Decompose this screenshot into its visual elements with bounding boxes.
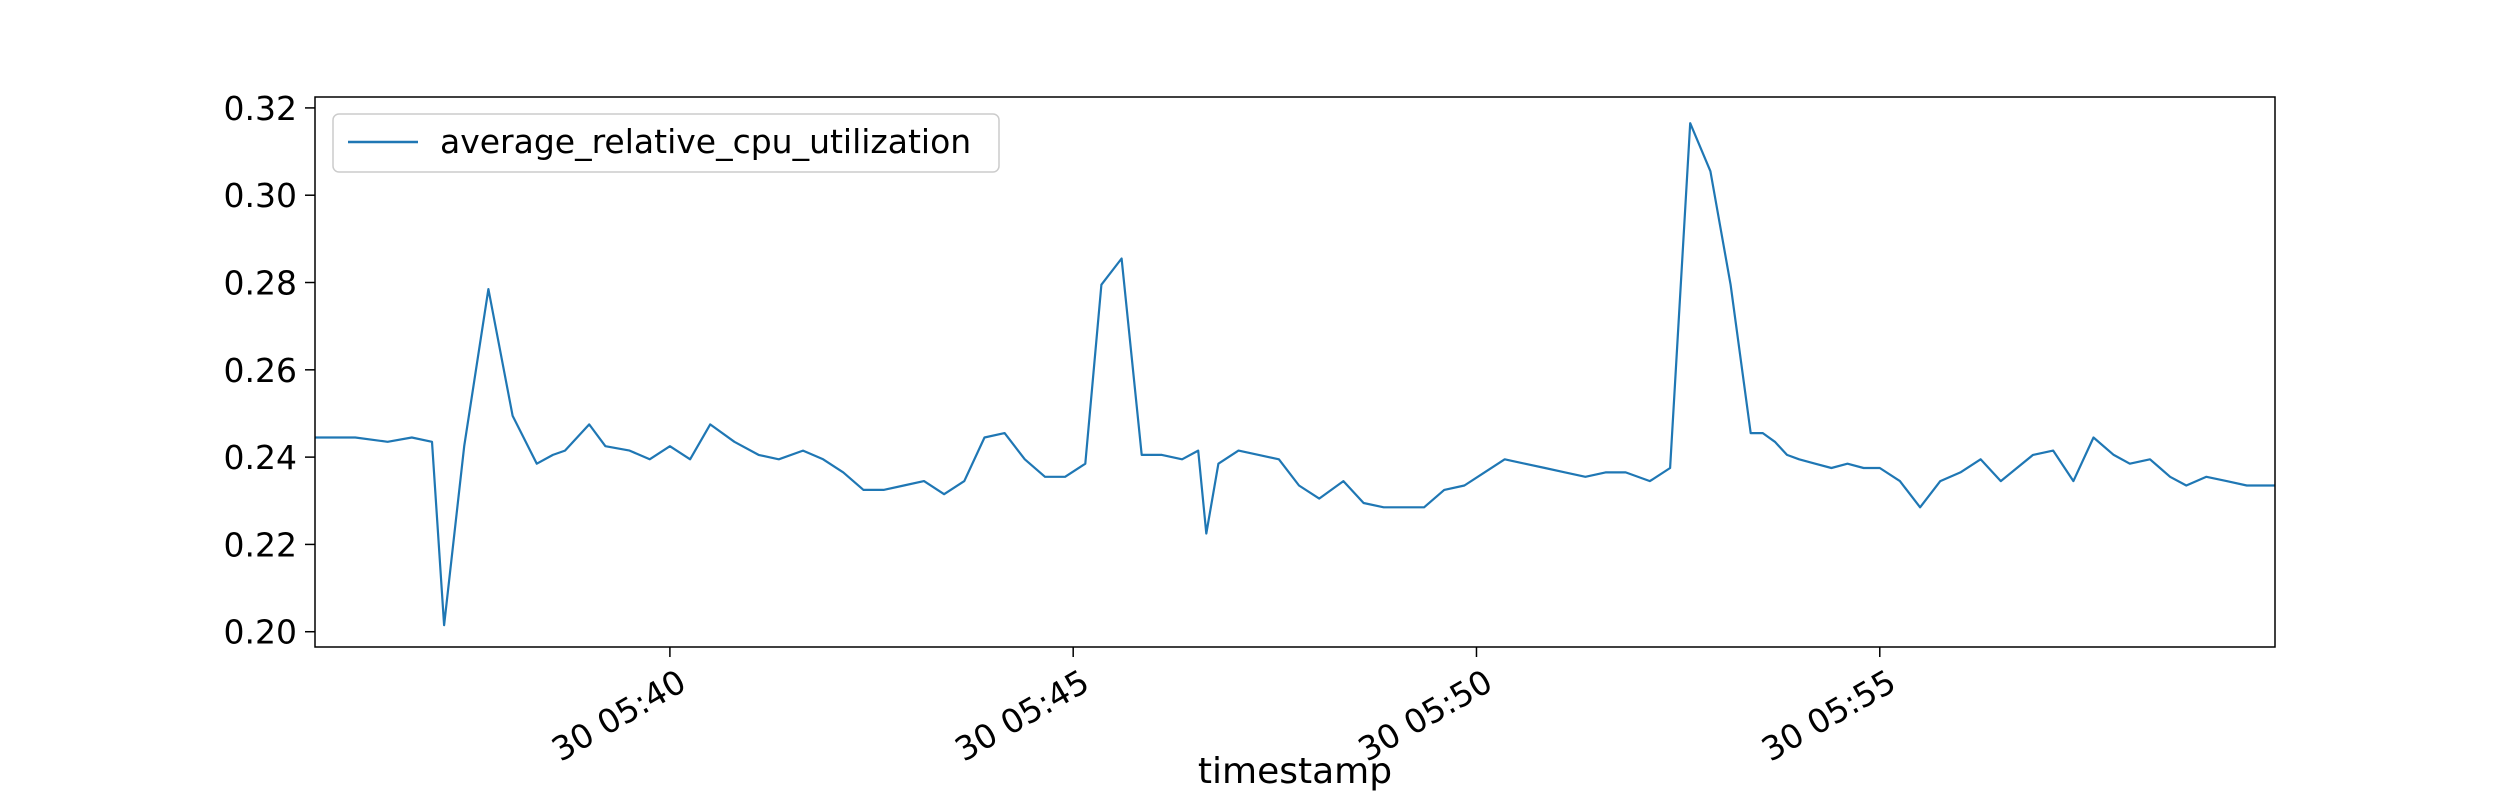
legend: average_relative_cpu_utilization [332,113,1000,173]
x-axis-label: timestamp [1198,751,1392,792]
legend-box [332,113,1000,173]
y-axis-ticks: 0.20 0.22 0.24 0.26 0.28 0.30 0.32 [224,89,315,652]
y-tick-label: 0.26 [224,351,297,390]
x-tick-label: 30 05:55 [1755,662,1902,770]
y-tick-label: 0.28 [224,264,297,303]
series-line-average_relative_cpu_utilization [315,122,2275,627]
y-tick-label: 0.24 [224,438,297,477]
x-tick-label: 30 05:40 [545,662,692,770]
y-tick-label: 0.22 [224,525,297,564]
plot-area-frame [314,96,2276,648]
legend-label: average_relative_cpu_utilization [440,122,971,161]
x-tick-label: 30 05:45 [948,662,1095,770]
y-tick-label: 0.30 [224,176,297,215]
y-tick-label: 0.20 [224,613,297,652]
y-tick-label: 0.32 [224,89,297,128]
series-layer [315,122,2275,627]
